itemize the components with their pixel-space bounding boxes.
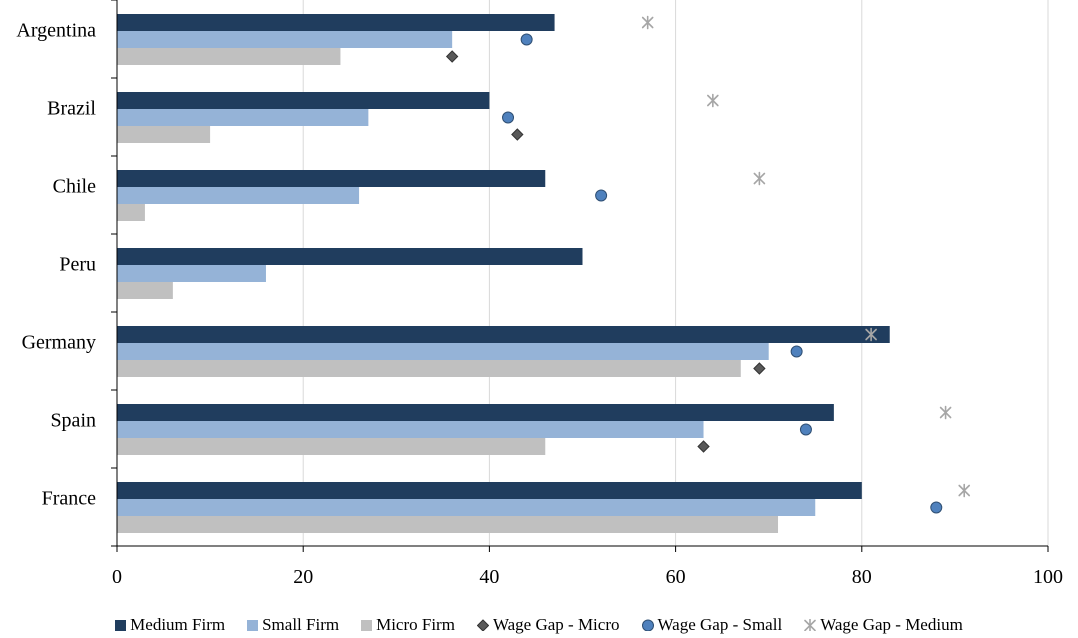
legend-label: Medium Firm (130, 615, 226, 634)
bar-small-firm (117, 499, 816, 516)
chart: 0 20 40 60 80 100 Argentina Brazil Chile Peru Germ… (16, 0, 1063, 588)
legend-label: Wage Gap - Medium (820, 615, 963, 634)
bars (117, 14, 890, 533)
marker-wage-gap-small (502, 111, 515, 124)
x-tick-label: 80 (852, 566, 872, 588)
legend-swatch (361, 619, 373, 631)
markers (445, 15, 971, 514)
bar-micro-firm (117, 48, 341, 65)
gridlines (302, 0, 1049, 546)
bar-micro-firm (117, 126, 211, 143)
axes (111, 0, 1049, 552)
legend-item: Micro Firm (361, 615, 455, 635)
legend-marker-shape (804, 619, 816, 631)
legend-label: Micro Firm (376, 615, 455, 634)
bar-small-firm (117, 187, 360, 204)
bar-micro-firm (117, 360, 741, 377)
legend-label: Wage Gap - Small (657, 615, 783, 634)
category-label: Argentina (16, 20, 96, 42)
marker-wage-gap-small (520, 33, 533, 46)
marker-wage-gap-medium (865, 327, 877, 342)
bar-medium-firm (117, 14, 555, 31)
bar-small-firm (117, 343, 769, 360)
marker-wage-gap-medium (641, 15, 654, 30)
marker-wage-gap-micro (753, 362, 766, 375)
bar-medium-firm (117, 482, 862, 499)
x-tick-label: 0 (112, 566, 122, 588)
bar-micro-firm (117, 282, 173, 299)
marker-wage-gap-micro (511, 128, 524, 141)
category-label: France (42, 488, 97, 510)
marker-wage-gap-micro (445, 50, 459, 63)
marker-wage-gap-small (799, 423, 812, 436)
x-tick-label: 20 (293, 566, 313, 588)
category-label: Chile (53, 176, 96, 198)
marker-wage-gap-medium (958, 483, 971, 498)
legend-marker-circle (641, 619, 654, 631)
legend-item: Wage Gap - Small (641, 615, 783, 635)
legend-label: Wage Gap - Micro (492, 615, 620, 634)
legend-swatch (247, 619, 259, 631)
bar-micro-firm (117, 516, 779, 533)
legend-marker-diamond (476, 619, 489, 631)
marker-wage-gap-micro (697, 440, 710, 453)
marker-wage-gap-medium (753, 171, 766, 186)
marker-wage-gap-small (595, 189, 608, 202)
legend-marker-shape (641, 619, 654, 631)
legend-swatch (115, 619, 127, 631)
bar-small-firm (117, 265, 266, 282)
bar-small-firm (117, 31, 453, 48)
marker-wage-gap-small (930, 501, 943, 514)
category-label: Peru (59, 254, 96, 276)
legend: Medium Firm Small Firm Micro Firm Wage Gap … (0, 612, 1078, 638)
legend-item: Small Firm (247, 615, 339, 635)
bar-micro-firm (117, 204, 145, 221)
legend-item: Wage Gap - Medium (804, 615, 963, 635)
axis-labels: 0 20 40 60 80 100 Argentina Brazil Chile Peru Germ… (16, 20, 1063, 588)
bar-small-firm (117, 109, 369, 126)
x-tick-label: 60 (666, 566, 686, 588)
legend-label: Small Firm (262, 615, 340, 634)
category-label: Brazil (47, 98, 96, 120)
x-tick-label: 40 (479, 566, 499, 588)
bar-medium-firm (117, 92, 490, 109)
legend-item: Wage Gap - Micro (476, 615, 620, 635)
bar-medium-firm (117, 404, 834, 421)
legend-marker-shape (476, 619, 489, 631)
marker-wage-gap-medium (939, 405, 952, 420)
x-tick-label: 100 (1033, 566, 1063, 588)
marker-wage-gap-small (790, 345, 803, 358)
bar-medium-firm (117, 248, 583, 265)
marker-wage-gap-medium (707, 93, 719, 108)
bar-micro-firm (117, 438, 546, 455)
bar-medium-firm (117, 170, 546, 187)
bar-medium-firm (117, 326, 890, 343)
category-label: Germany (22, 332, 96, 354)
legend-marker-asterisk (804, 619, 816, 631)
bar-small-firm (117, 421, 704, 438)
legend-item: Medium Firm (115, 615, 225, 635)
category-label: Spain (50, 410, 96, 432)
